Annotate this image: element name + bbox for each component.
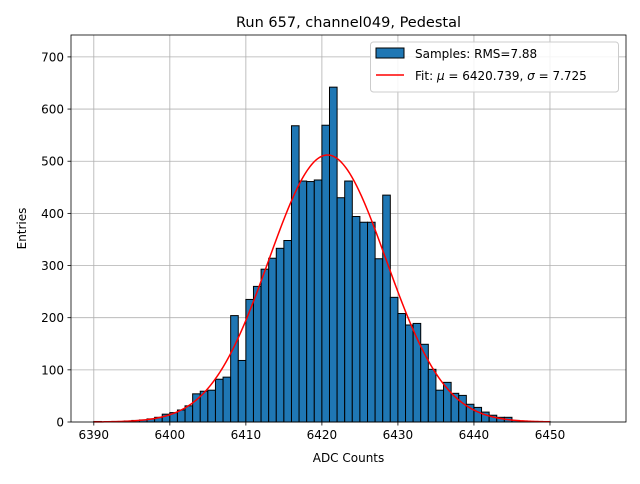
histogram-bar xyxy=(260,268,270,423)
y-tick-label: 700 xyxy=(41,50,64,64)
histogram-bar xyxy=(230,315,239,423)
x-tick-label: 6430 xyxy=(383,428,414,442)
histogram-bar xyxy=(290,125,300,423)
y-tick-label: 100 xyxy=(41,363,64,377)
x-tick-label: 6440 xyxy=(459,428,490,442)
fit-curve xyxy=(93,154,550,423)
x-axis: 6390 6400 6410 6420 6430 6440 6450 xyxy=(79,422,566,442)
chart-title: Run 657, channel049, Pedestal xyxy=(236,15,461,31)
y-tick-label: 500 xyxy=(41,155,64,169)
histogram-bar xyxy=(298,180,308,423)
histogram-bar xyxy=(252,285,262,423)
x-tick-label: 6390 xyxy=(79,428,110,442)
y-tick-label: 600 xyxy=(41,103,64,117)
x-tick-label: 6410 xyxy=(231,428,262,442)
histogram-bar xyxy=(405,324,414,423)
histogram-bar xyxy=(336,197,346,423)
x-tick-label: 6450 xyxy=(535,428,566,442)
histogram-bar xyxy=(397,313,407,423)
legend-fit-label: Fit: μ = 6420.739, σ = 7.725 xyxy=(415,69,587,83)
histogram-bar xyxy=(351,216,361,423)
y-tick-label: 400 xyxy=(41,207,64,221)
y-tick-label: 300 xyxy=(41,259,64,273)
histogram-bar xyxy=(214,378,224,423)
histogram-bar xyxy=(222,376,232,423)
histogram-bar xyxy=(344,180,353,423)
y-axis: 0 100 200 300 400 500 600 700 xyxy=(41,50,71,430)
histogram-bar xyxy=(420,343,429,423)
plot-frame xyxy=(70,34,627,423)
y-tick-label: 0 xyxy=(56,416,64,430)
histogram-bar xyxy=(184,405,194,423)
x-tick-label: 6420 xyxy=(307,428,338,442)
legend-samples-label: Samples: RMS=7.88 xyxy=(415,47,537,61)
histogram-bar xyxy=(382,194,391,423)
y-tick-label: 200 xyxy=(41,311,64,325)
histogram-bar xyxy=(374,258,384,423)
histogram-bar xyxy=(275,247,285,423)
legend: Samples: RMS=7.88 Fit: μ = 6420.739, σ =… xyxy=(370,41,619,93)
legend-histogram-swatch xyxy=(375,47,405,59)
histogram-bar xyxy=(389,296,399,423)
histogram-bar xyxy=(207,389,216,423)
histogram-bar xyxy=(313,179,323,423)
histogram-bar xyxy=(435,389,445,423)
y-axis-label: Entries xyxy=(15,208,29,250)
histogram-bar xyxy=(427,368,437,423)
histogram-bar xyxy=(237,359,247,423)
histogram-bar xyxy=(458,394,467,423)
histogram-bar xyxy=(321,124,330,423)
x-tick-label: 6400 xyxy=(155,428,186,442)
x-axis-label: ADC Counts xyxy=(313,451,385,465)
histogram-bar xyxy=(367,221,376,423)
histogram-bar xyxy=(268,257,277,423)
histogram-bar xyxy=(359,221,369,423)
histogram-bar xyxy=(283,239,292,423)
histogram-bar xyxy=(473,406,483,423)
legend-box xyxy=(370,41,619,93)
histogram-bar xyxy=(306,181,315,423)
histogram-bar xyxy=(328,86,338,423)
